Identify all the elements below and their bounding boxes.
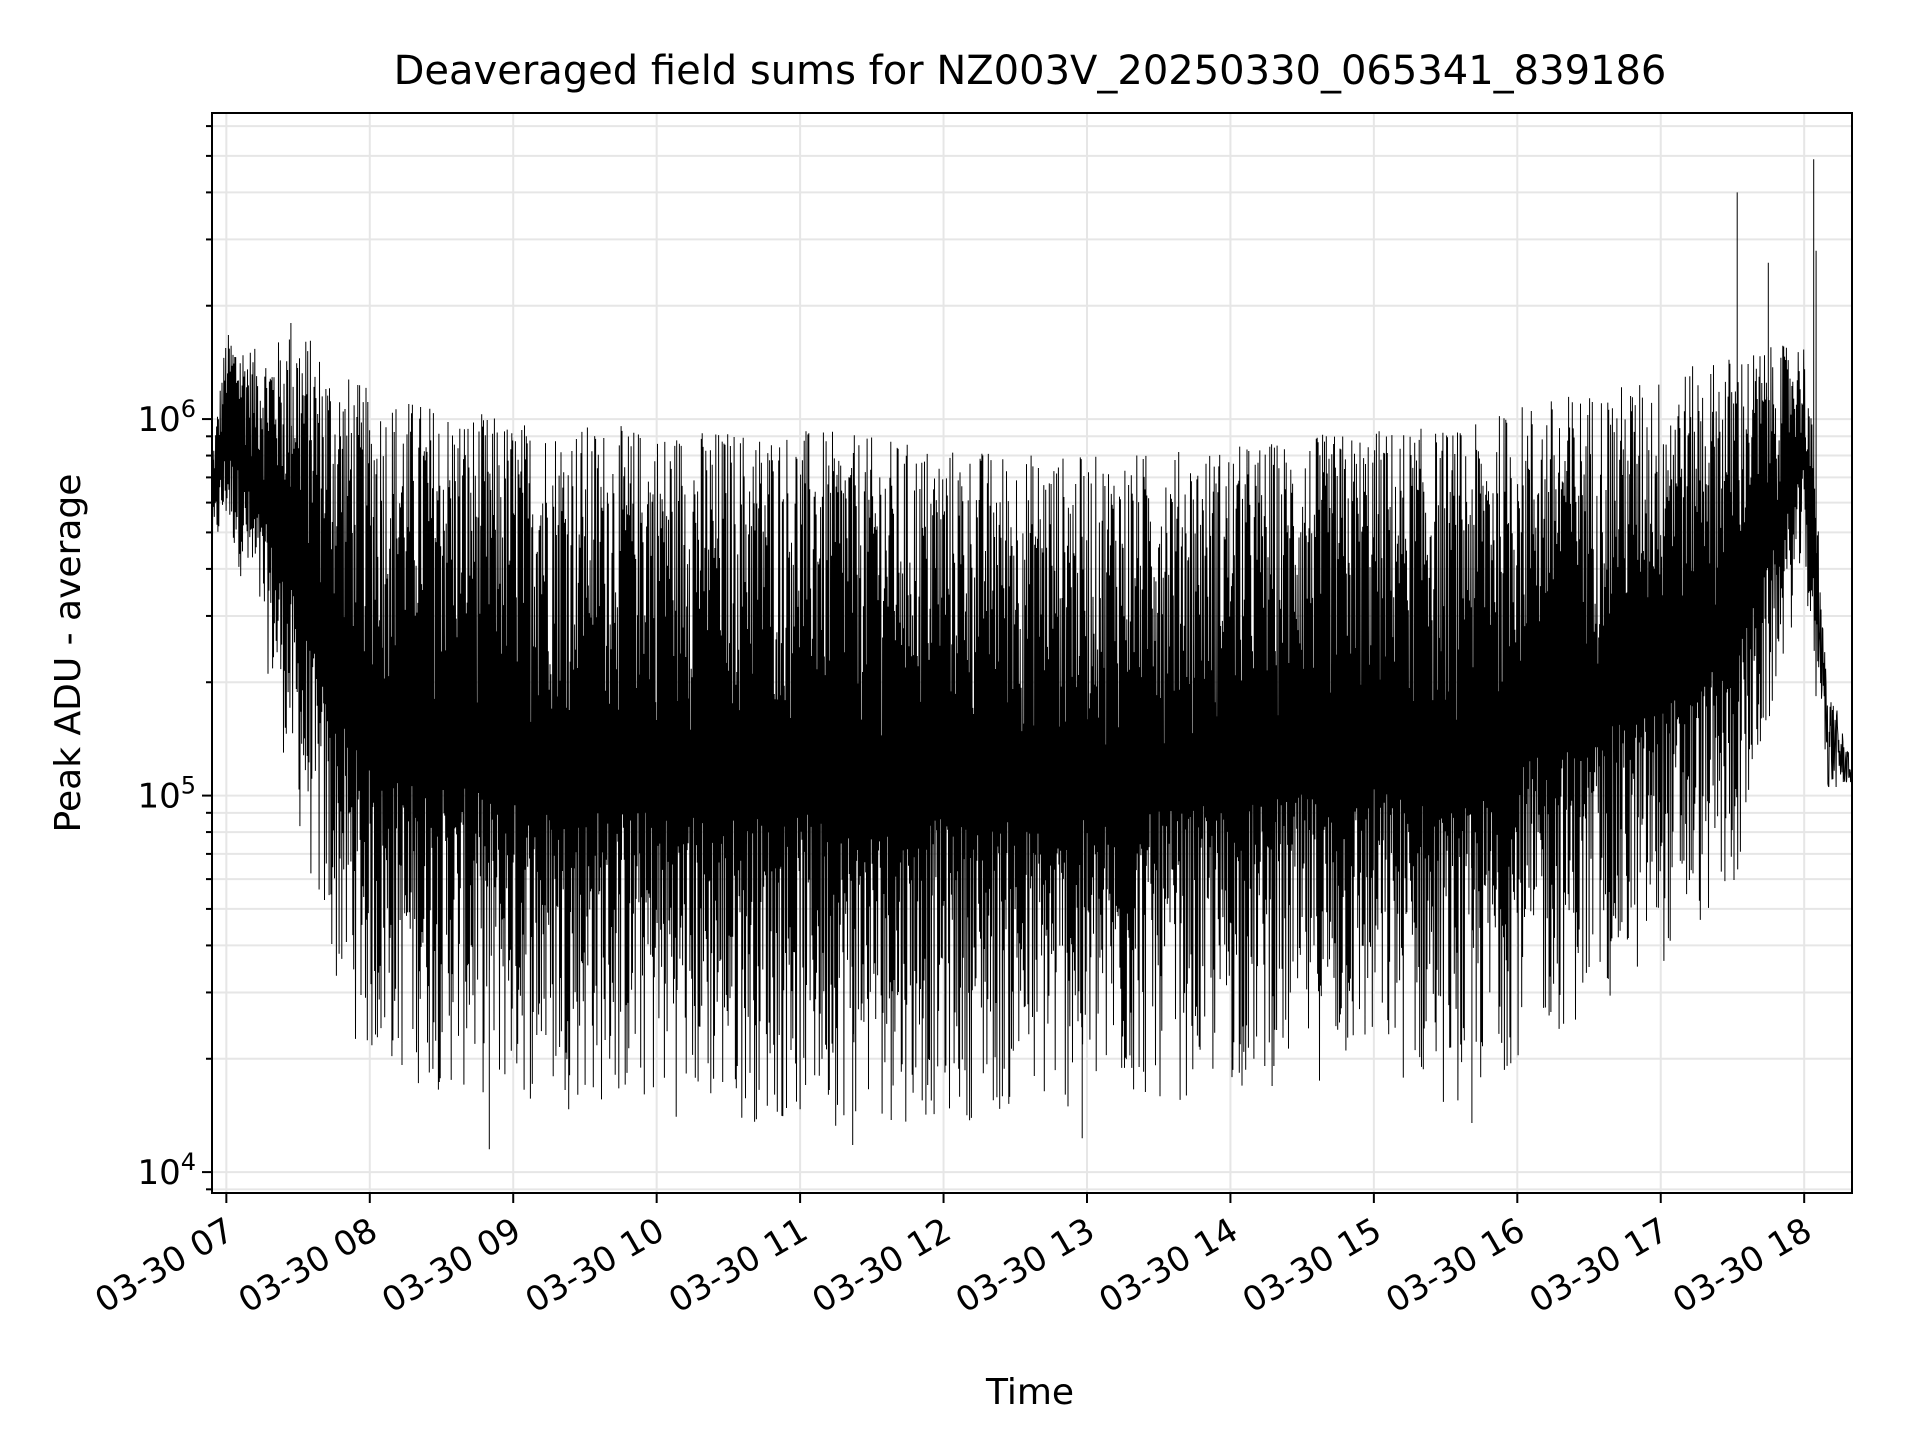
y-tick-label: 104 [137, 1148, 196, 1193]
y-tick-label: 105 [137, 772, 196, 817]
chart-title: Deaveraged field sums for NZ003V_2025033… [394, 48, 1667, 94]
x-axis-label: Time [985, 1372, 1074, 1413]
y-tick-label: 106 [137, 395, 196, 440]
y-axis: 104 105 106 [137, 125, 212, 1193]
plot-area [212, 159, 1852, 1150]
y-axis-label: Peak ADU - average [48, 474, 89, 833]
series-line [212, 159, 1852, 1150]
plot-frame [211, 112, 1853, 1194]
